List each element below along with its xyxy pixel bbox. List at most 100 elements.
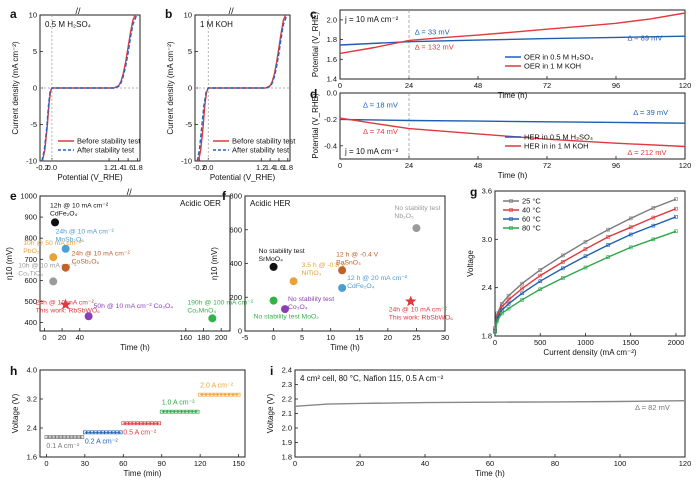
y-tick-label: -5 [185, 120, 192, 129]
y-tick-label: 1.4 [327, 75, 337, 84]
panel-label: a [10, 7, 17, 21]
x-tick-label: 25 [412, 333, 420, 342]
x-tick-label: 15 [355, 333, 363, 342]
x-tick-label: 0 [493, 338, 497, 347]
plot-frame [39, 195, 231, 332]
data-marker [561, 253, 565, 258]
scatter-point [61, 244, 70, 253]
scatter-point [281, 305, 289, 314]
delta-annotation: Δ = 74 mV [363, 127, 398, 136]
delta-annotation: Δ = 89 mV [628, 34, 663, 43]
y-tick-label: 3.2 [27, 395, 37, 404]
x-tick-label: 160 [180, 333, 193, 342]
point-label-line: 10h @ 10 mA cm⁻² [18, 262, 77, 269]
x-axis-label: Current density (mA cm⁻²) [543, 348, 636, 357]
y-tick-label: 2.2 [282, 395, 292, 404]
point-label: No stability test Nb₂O₅ [394, 205, 440, 220]
x-tick-label: 120 [679, 81, 692, 90]
y-tick-label: 1.8 [282, 453, 292, 462]
y-tick-label: 2.0 [282, 424, 292, 433]
y-tick-label: 2.0 [327, 15, 337, 24]
series-line [339, 117, 686, 148]
point-label-line: 12 h @ -0.4 V [336, 251, 379, 258]
legend-marker [509, 199, 513, 203]
panel-annotation: Acidic OER [180, 199, 221, 208]
y-tick-label: 900 [24, 213, 37, 222]
point-label: 24h @ 10 mA cm⁻² CoSb₂O₆ [72, 251, 131, 266]
point-label: 12h @ 10 mA cm⁻² CdFe₂O₄ [50, 202, 109, 217]
point-label-line: 12 h @ 20 mA cm⁻² [347, 275, 408, 282]
point-label: 190h @ 100 mA cm⁻² Co₂MnO₄ [187, 299, 253, 314]
y-tick-label: -0.2 [324, 115, 337, 124]
y-tick-label: 2.4 [482, 283, 492, 292]
x-tick-label: 0 [44, 459, 48, 468]
x-tick-label: 24 [405, 161, 413, 170]
y-axis-label: Potential (V_RHE) [311, 11, 320, 77]
data-marker [606, 235, 610, 239]
panel-annotation: j = 10 mA cm⁻² [344, 147, 399, 156]
x-tick-label: 150 [232, 459, 245, 468]
x-tick-label: 0 [271, 333, 275, 342]
axis-break-mark: // [75, 6, 81, 16]
step-label: 0.1 A cm⁻² [46, 443, 80, 450]
legend-label: OER in 0.5 M H₂SO₄ [524, 53, 593, 62]
star-marker [405, 295, 417, 307]
plot-frame [494, 190, 686, 337]
data-marker [606, 243, 610, 247]
x-tick-label: 24 [405, 81, 413, 90]
series-line [494, 230, 677, 333]
y-tick-label: -0.4 [324, 141, 337, 150]
point-label-line: NiTiO₃ [302, 270, 322, 277]
point-label-line: 10h @ 50 mA cm⁻² [23, 240, 82, 247]
point-label: 50h @ 10 mA cm⁻² Co₃O₄ [94, 303, 174, 310]
y-axis-label: η10 (mV) [210, 247, 219, 280]
y-tick-label: 1.8 [327, 35, 337, 44]
x-tick-label: 40 [421, 459, 429, 468]
y-tick-label: 4.0 [27, 366, 37, 375]
x-tick-label: 72 [543, 81, 551, 90]
x-tick-label: 2000 [668, 338, 685, 347]
point-label: 24h @ 10 mA cm⁻² This work: RbSbWO₆ [389, 306, 454, 321]
x-tick-label: 60 [486, 459, 494, 468]
plot-frame [339, 92, 686, 160]
x-tick-label: 72 [543, 161, 551, 170]
step-label: 0.2 A cm⁻² [85, 438, 119, 445]
point-label-line: 24h @ 10 mA cm⁻² [56, 229, 115, 236]
y-tick-label: 0 [188, 84, 192, 93]
y-axis-label: Current density (mA cm⁻²) [11, 41, 20, 134]
x-tick-label: 0 [338, 161, 342, 170]
x-tick-label: 10 [327, 333, 335, 342]
point-label-line: SrMoO₄ [259, 256, 284, 263]
y-tick-label: 800 [24, 234, 37, 243]
point-label: 24h @ 10 mA cm⁻² This work: RbSbWO₆ [36, 300, 101, 315]
x-tick-label: 120 [679, 161, 692, 170]
x-tick-label: 60 [119, 459, 127, 468]
x-tick-label: 96 [612, 81, 620, 90]
y-axis-label: Potential (V_RHE) [311, 93, 320, 159]
y-axis-label: Current density (mA cm⁻²) [166, 41, 175, 134]
point-label-line: No stability test [259, 248, 305, 255]
data-marker [493, 330, 497, 334]
scatter-point [338, 266, 347, 275]
panel-label: f [222, 189, 227, 203]
y-axis-label: η10 (mV) [5, 247, 14, 280]
data-marker [583, 254, 588, 259]
x-axis-label: Time (h) [330, 343, 360, 352]
x-axis-label: Time (h) [120, 343, 150, 352]
panel-label: d [310, 87, 317, 101]
data-marker [628, 232, 633, 237]
data-marker [674, 229, 678, 234]
point-label-line: 24h @ 10 mA cm⁻² [36, 300, 95, 307]
point-label-line: CdFe₂O₄ [50, 210, 78, 217]
y-tick-label: 600 [24, 276, 37, 285]
star-marker [59, 298, 72, 310]
data-marker [561, 276, 565, 280]
data-marker [583, 247, 588, 251]
data-marker [506, 293, 511, 298]
data-marker [495, 318, 500, 323]
scatter-point [84, 312, 93, 321]
data-marker [583, 239, 588, 244]
x-tick-label: 180 [197, 333, 210, 342]
legend-label: 60 °C [522, 215, 541, 224]
